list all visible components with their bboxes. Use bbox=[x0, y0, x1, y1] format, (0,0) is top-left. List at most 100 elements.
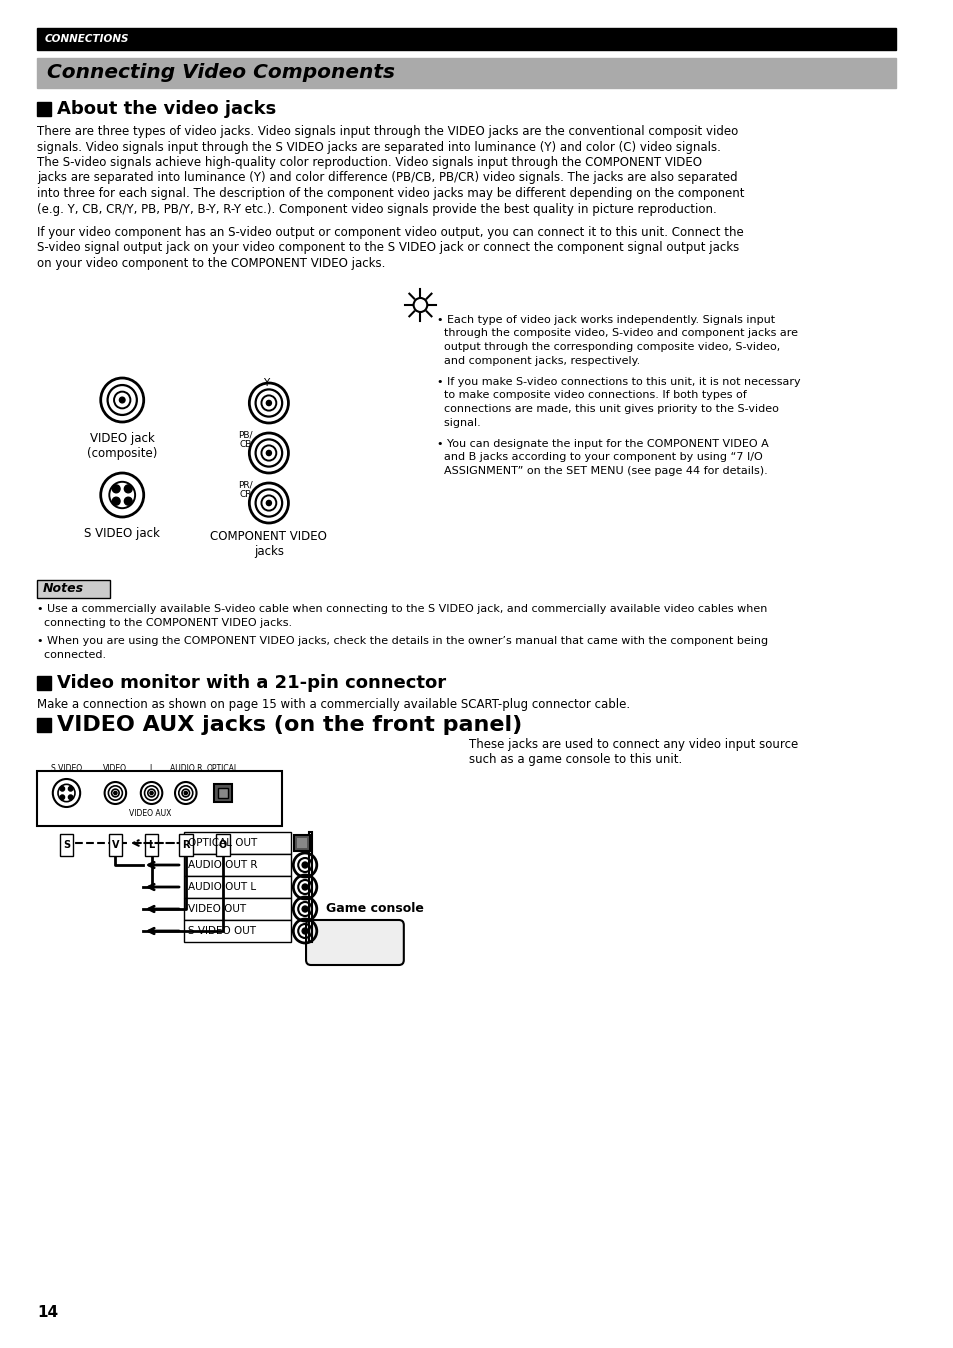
Text: PB/
CB: PB/ CB bbox=[238, 430, 253, 449]
Bar bbox=[184, 919, 291, 942]
Text: About the video jacks: About the video jacks bbox=[56, 100, 275, 119]
Circle shape bbox=[60, 787, 65, 791]
Text: V: V bbox=[112, 840, 119, 851]
Bar bbox=[109, 834, 122, 856]
Circle shape bbox=[124, 497, 132, 506]
Text: O: O bbox=[218, 840, 227, 851]
Circle shape bbox=[113, 791, 117, 795]
Text: jacks: jacks bbox=[253, 545, 284, 558]
Bar bbox=[37, 58, 895, 88]
Circle shape bbox=[69, 787, 72, 791]
Text: COMPONENT VIDEO: COMPONENT VIDEO bbox=[211, 530, 327, 543]
Text: to make composite video connections. If both types of: to make composite video connections. If … bbox=[436, 391, 746, 400]
Circle shape bbox=[119, 398, 125, 403]
Text: jacks are separated into luminance (Y) and color difference (PB/CB, PB/CR) video: jacks are separated into luminance (Y) a… bbox=[37, 171, 737, 185]
Text: These jacks are used to connect any video input source: These jacks are used to connect any vide… bbox=[469, 737, 798, 751]
Bar bbox=[184, 855, 291, 876]
Circle shape bbox=[302, 884, 308, 890]
Circle shape bbox=[124, 485, 132, 493]
Text: connecting to the COMPONENT VIDEO jacks.: connecting to the COMPONENT VIDEO jacks. bbox=[37, 617, 292, 628]
Text: ASSIGNMENT” on the SET MENU (see page 44 for details).: ASSIGNMENT” on the SET MENU (see page 44… bbox=[436, 466, 767, 476]
Circle shape bbox=[302, 906, 308, 913]
Text: (e.g. Y, CB, CR/Y, PB, PB/Y, B-Y, R-Y etc.). Component video signals provide the: (e.g. Y, CB, CR/Y, PB, PB/Y, B-Y, R-Y et… bbox=[37, 202, 716, 216]
Text: VIDEO jack: VIDEO jack bbox=[90, 431, 154, 445]
Bar bbox=[37, 580, 111, 599]
Text: Game console: Game console bbox=[325, 903, 423, 915]
Bar bbox=[37, 771, 281, 826]
Bar bbox=[184, 898, 291, 919]
Bar bbox=[216, 834, 230, 856]
Text: VIDEO OUT: VIDEO OUT bbox=[188, 905, 246, 914]
Text: • Use a commercially available S-video cable when connecting to the S VIDEO jack: • Use a commercially available S-video c… bbox=[37, 604, 767, 613]
Text: signals. Video signals input through the S VIDEO jacks are separated into lumina: signals. Video signals input through the… bbox=[37, 140, 720, 154]
Text: VIDEO: VIDEO bbox=[103, 764, 128, 772]
Circle shape bbox=[266, 400, 272, 406]
Text: VIDEO AUX: VIDEO AUX bbox=[130, 809, 172, 818]
FancyBboxPatch shape bbox=[306, 919, 403, 965]
Text: OPTICAL: OPTICAL bbox=[207, 764, 239, 772]
Bar bbox=[184, 832, 291, 855]
Circle shape bbox=[266, 450, 272, 456]
Text: (composite): (composite) bbox=[87, 448, 157, 460]
Text: S-video signal output jack on your video component to the S VIDEO jack or connec: S-video signal output jack on your video… bbox=[37, 241, 739, 255]
Text: 14: 14 bbox=[37, 1305, 58, 1320]
Circle shape bbox=[150, 791, 153, 795]
Bar bbox=[297, 838, 307, 848]
Text: Y: Y bbox=[262, 377, 269, 388]
Text: VIDEO AUX jacks (on the front panel): VIDEO AUX jacks (on the front panel) bbox=[56, 714, 521, 735]
Bar bbox=[309, 832, 312, 942]
Text: • Each type of video jack works independently. Signals input: • Each type of video jack works independ… bbox=[436, 315, 775, 325]
Text: connections are made, this unit gives priority to the S-video: connections are made, this unit gives pr… bbox=[436, 404, 778, 414]
Bar bbox=[37, 718, 51, 732]
Bar bbox=[37, 102, 51, 116]
Text: output through the corresponding composite video, S-video,: output through the corresponding composi… bbox=[436, 342, 780, 352]
Bar bbox=[145, 834, 158, 856]
Text: connected.: connected. bbox=[37, 650, 106, 661]
Circle shape bbox=[266, 500, 272, 506]
Text: Make a connection as shown on page 15 with a commercially available SCART-plug c: Make a connection as shown on page 15 wi… bbox=[37, 698, 630, 710]
Text: Video monitor with a 21-pin connector: Video monitor with a 21-pin connector bbox=[56, 674, 445, 692]
Text: S: S bbox=[63, 840, 70, 851]
Circle shape bbox=[112, 497, 120, 506]
Bar bbox=[60, 834, 73, 856]
Text: S VIDEO: S VIDEO bbox=[51, 764, 82, 772]
Circle shape bbox=[302, 927, 308, 934]
Circle shape bbox=[302, 861, 308, 868]
Bar bbox=[179, 834, 193, 856]
Bar bbox=[184, 876, 291, 898]
Text: into three for each signal. The description of the component video jacks may be : into three for each signal. The descript… bbox=[37, 187, 744, 200]
Bar bbox=[218, 789, 228, 798]
Bar bbox=[294, 834, 310, 851]
Circle shape bbox=[112, 485, 120, 493]
Text: signal.: signal. bbox=[436, 418, 480, 427]
Text: and B jacks according to your component by using “7 I/O: and B jacks according to your component … bbox=[436, 453, 762, 462]
Text: If your video component has an S-video output or component video output, you can: If your video component has an S-video o… bbox=[37, 226, 743, 239]
Text: through the composite video, S-video and component jacks are: through the composite video, S-video and… bbox=[436, 329, 798, 338]
Text: S VIDEO OUT: S VIDEO OUT bbox=[188, 926, 255, 936]
Text: • If you make S-video connections to this unit, it is not necessary: • If you make S-video connections to thi… bbox=[436, 377, 800, 387]
Text: and component jacks, respectively.: and component jacks, respectively. bbox=[436, 356, 639, 365]
Text: AUDIO R: AUDIO R bbox=[170, 764, 202, 772]
Bar bbox=[37, 675, 51, 690]
Bar bbox=[37, 28, 895, 50]
Text: • You can designate the input for the COMPONENT VIDEO A: • You can designate the input for the CO… bbox=[436, 439, 768, 449]
Text: on your video component to the COMPONENT VIDEO jacks.: on your video component to the COMPONENT… bbox=[37, 257, 385, 270]
Text: AUDIO OUT L: AUDIO OUT L bbox=[188, 882, 255, 892]
Text: • When you are using the COMPONENT VIDEO jacks, check the details in the owner’s: • When you are using the COMPONENT VIDEO… bbox=[37, 636, 767, 646]
Text: Connecting Video Components: Connecting Video Components bbox=[47, 63, 395, 82]
Text: R: R bbox=[182, 840, 190, 851]
Text: There are three types of video jacks. Video signals input through the VIDEO jack: There are three types of video jacks. Vi… bbox=[37, 125, 738, 137]
Text: CONNECTIONS: CONNECTIONS bbox=[45, 34, 130, 44]
Text: Notes: Notes bbox=[43, 582, 84, 596]
Circle shape bbox=[60, 795, 65, 799]
Text: L: L bbox=[149, 840, 154, 851]
Text: S VIDEO jack: S VIDEO jack bbox=[84, 527, 160, 541]
Circle shape bbox=[184, 791, 187, 795]
Text: PR/
CR: PR/ CR bbox=[238, 480, 253, 499]
Circle shape bbox=[69, 795, 72, 799]
Text: OPTICAL OUT: OPTICAL OUT bbox=[188, 838, 256, 848]
Bar bbox=[213, 785, 232, 802]
Text: AUDIO OUT R: AUDIO OUT R bbox=[188, 860, 257, 869]
Text: such as a game console to this unit.: such as a game console to this unit. bbox=[469, 754, 681, 766]
Text: L: L bbox=[150, 764, 153, 772]
